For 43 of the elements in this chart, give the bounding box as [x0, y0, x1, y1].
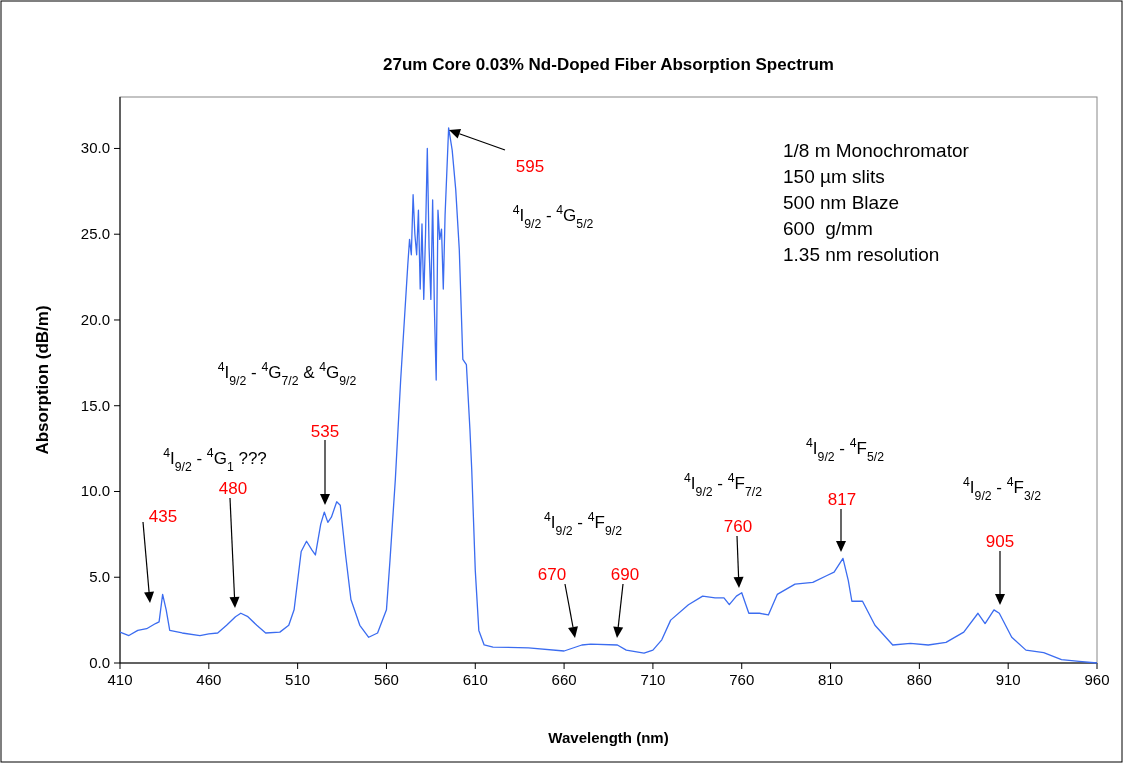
x-tick-label: 610: [462, 671, 488, 688]
x-tick-label: 760: [729, 671, 755, 688]
x-tick-label: 510: [285, 671, 311, 688]
annotation: 817: [827, 490, 857, 509]
y-axis-title: Absorption (dB/m): [33, 305, 52, 455]
annotation: 760: [723, 517, 753, 536]
annotation: 905: [985, 532, 1015, 551]
annotation: 500 nm Blaze: [783, 192, 900, 213]
x-tick-label: 710: [640, 671, 666, 688]
y-tick-label: 10.0: [80, 482, 110, 500]
annotation: $^{4}$I$_{9/2}$ - $^{4}$F$_{5/2}$: [806, 436, 885, 464]
y-tick-label: 0.0: [89, 654, 110, 671]
annotation: 600 g/mm: [783, 218, 873, 239]
annotation: $^{4}$I$_{9/2}$ - $^{4}$F$_{3/2}$: [963, 475, 1042, 503]
annotation: $^{4}$I$_{9/2}$ - $^{4}$G$_{1}$ ???: [163, 446, 267, 474]
annotation: 150 µm slits: [783, 166, 885, 187]
x-tick-label: 910: [995, 671, 1021, 688]
y-tick-label: 20.0: [80, 310, 110, 328]
x-tick-label: 960: [1084, 671, 1110, 688]
x-tick-label: 660: [551, 671, 577, 688]
x-axis-title: Wavelength (nm): [548, 729, 669, 746]
annotation: 690: [610, 565, 640, 584]
y-tick-label: 30.0: [80, 139, 110, 157]
y-tick-label: 5.0: [89, 568, 110, 586]
annotation: $^{4}$I$_{9/2}$ - $^{4}$G$_{5/2}$: [512, 203, 594, 231]
chart-title: 27um Core 0.03% Nd-Doped Fiber Absorption Spectrum: [383, 55, 834, 74]
annotation: 535: [310, 422, 340, 441]
annotation: $^{4}$I$_{9/2}$ - $^{4}$F$_{9/2}$: [544, 510, 623, 538]
y-tick-label: 15.0: [80, 396, 110, 414]
x-tick-label: 460: [196, 671, 222, 688]
annotation: 435: [148, 507, 178, 526]
annotation: 1/8 m Monochromator: [783, 140, 970, 161]
x-tick-label: 810: [818, 671, 844, 688]
annotation: 480: [218, 479, 248, 498]
annotation: 1.35 nm resolution: [783, 244, 940, 265]
x-tick-label: 560: [373, 671, 399, 688]
text: $^{4}$I$_{9/2}$ - $^{4}$G$_{7/2}$ & $^{4}$G$_{9/2}$: [217, 360, 357, 388]
annotation: $^{4}$I$_{9/2}$ - $^{4}$F$_{7/2}$: [684, 471, 763, 499]
y-tick-label: 25.0: [80, 225, 110, 243]
annotation: 595: [515, 157, 545, 176]
annotation: 670: [537, 565, 567, 584]
x-tick-label: 410: [107, 671, 133, 688]
x-tick-label: 860: [906, 671, 932, 688]
